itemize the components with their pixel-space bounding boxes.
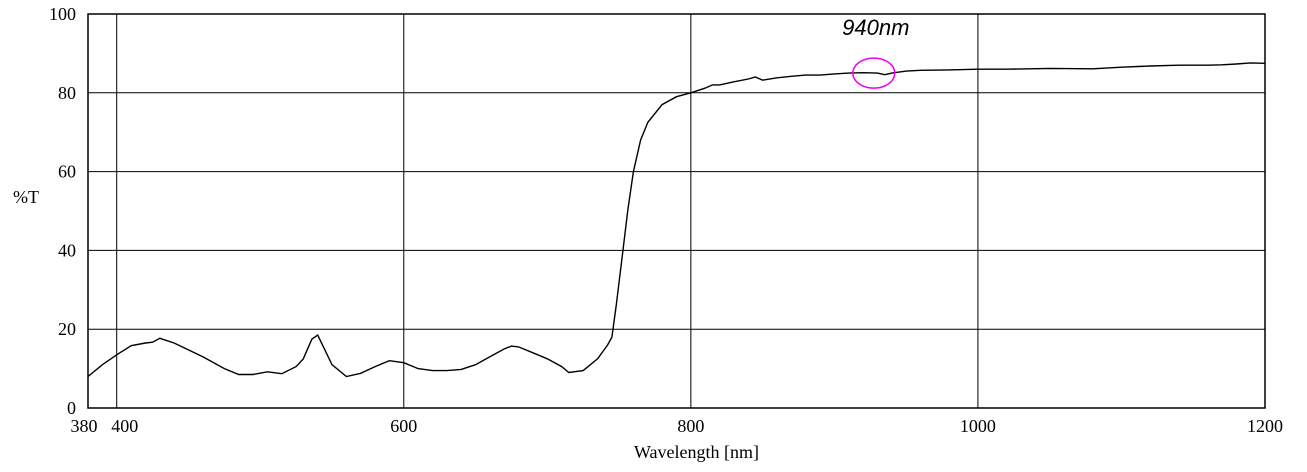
940nm-highlight-ellipse [852,57,896,89]
grid-lines [88,14,1265,408]
y-tick-label: 20 [58,319,76,339]
x-tick-label: 380 [71,416,98,436]
tick-labels: 380 400 600 800 1000 1200 0 20 40 60 80 100 [49,4,1283,436]
transmission-curve [87,62,1266,378]
y-axis-label: %T [13,187,39,207]
x-axis-label: Wavelength [nm] [634,442,759,462]
y-tick-label: 80 [58,83,76,103]
x-tick-label: 1000 [960,416,996,436]
x-tick-label: 1200 [1247,416,1283,436]
x-tick-label: 800 [677,416,704,436]
y-tick-label: 100 [49,4,76,24]
y-tick-label: 60 [58,162,76,182]
x-tick-label: 600 [390,416,417,436]
annotation-940nm: 940nm [842,15,909,40]
plot-area-frame [87,13,1266,409]
x-tick-label: 400 [111,416,138,436]
y-tick-label: 40 [58,240,76,260]
y-tick-label: 0 [67,398,76,418]
